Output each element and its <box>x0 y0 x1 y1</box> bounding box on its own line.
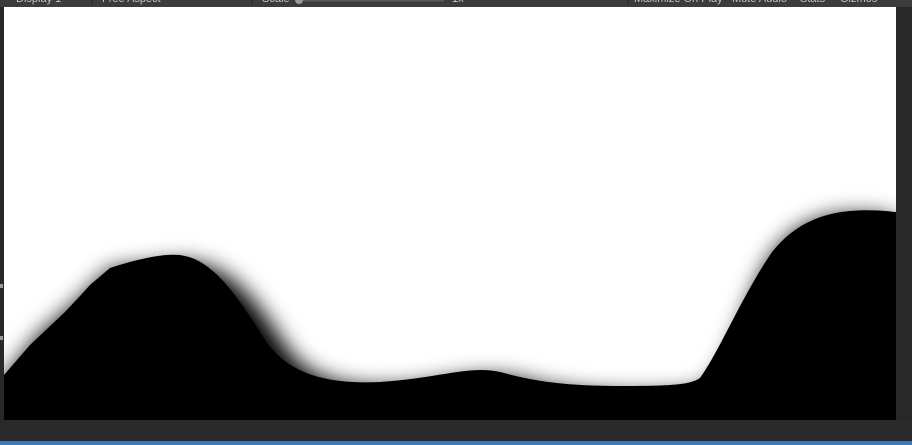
status-bar <box>0 420 912 445</box>
gizmos-dropdown[interactable]: Gizmos <box>840 0 878 5</box>
terrain-solid <box>4 210 896 420</box>
aspect-dropdown[interactable]: Free Aspect <box>102 0 161 5</box>
toolbar-items: Display 1 Free Aspect Scale 1x Maximize … <box>16 0 878 5</box>
mute-toggle[interactable]: Mute Audio <box>732 0 787 5</box>
scale-value: 1x <box>452 0 464 5</box>
stats-toggle[interactable]: Stats <box>800 0 826 5</box>
maximize-toggle[interactable]: Maximize On Play <box>634 0 723 5</box>
edge-mark <box>0 284 3 288</box>
edge-mark <box>0 336 3 340</box>
scale-label: Scale <box>262 0 290 5</box>
terrain <box>4 210 896 420</box>
toolbar <box>0 0 912 7</box>
display-dropdown[interactable]: Display 1 <box>16 0 61 5</box>
scale-slider-thumb[interactable] <box>295 0 303 4</box>
status-bar-accent <box>0 441 912 445</box>
